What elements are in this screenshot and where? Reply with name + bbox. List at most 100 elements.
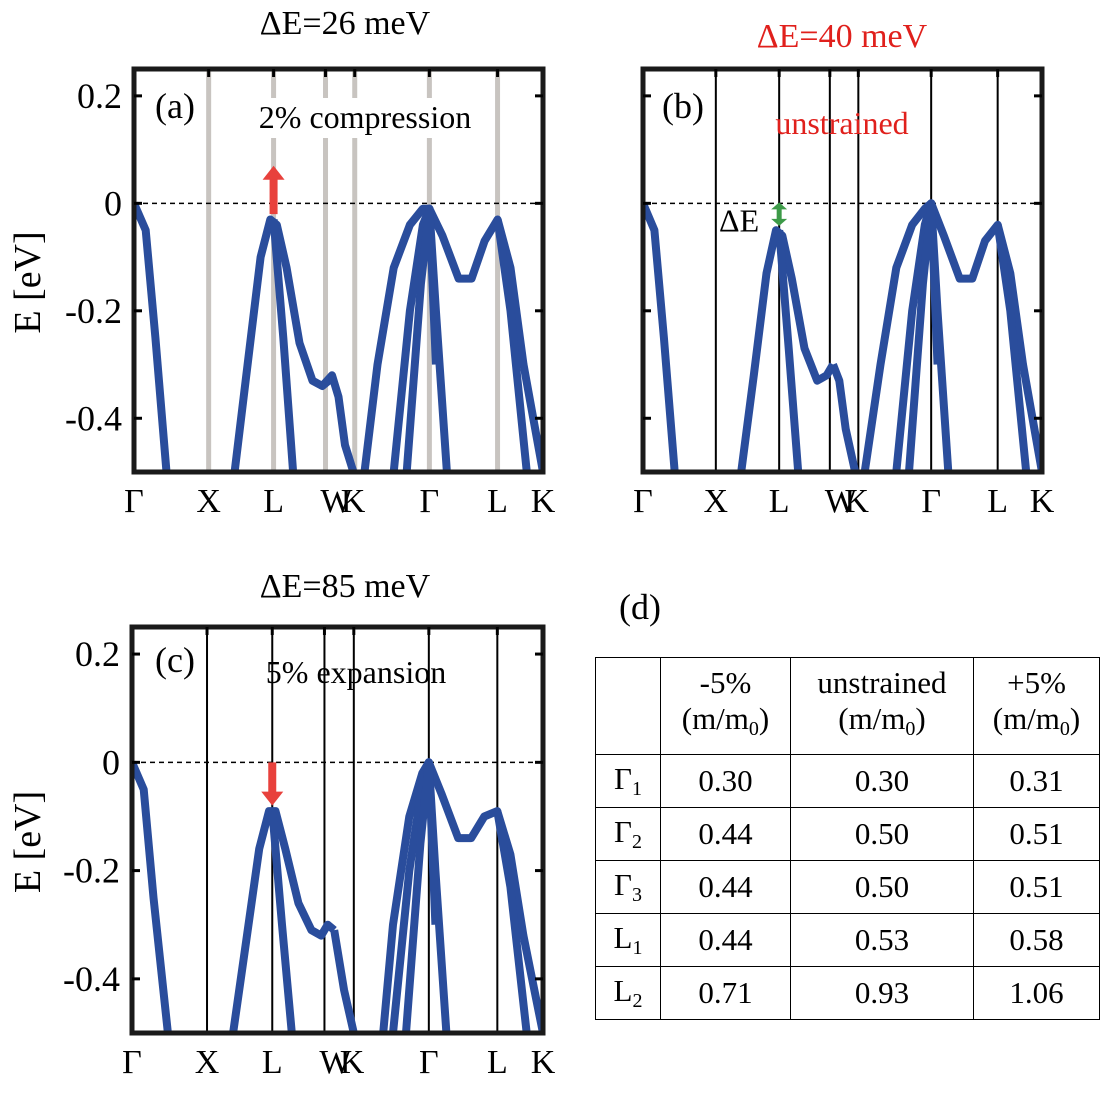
band-line [493, 810, 531, 1033]
table-row: Γ3 0.44 0.50 0.51 [595, 860, 1100, 914]
table-row: L2 0.71 0.93 1.06 [595, 966, 1100, 1020]
x-tick-label: K [531, 1044, 556, 1081]
x-tick-label: Γ [921, 483, 941, 520]
chart-panel-0 [131, 66, 546, 475]
table-cell: 0.93 [790, 966, 974, 1020]
panel-label: (b) [662, 86, 704, 126]
panel-label: (a) [155, 86, 195, 126]
x-tick-label: L [263, 483, 284, 520]
table-row: Γ1 0.30 0.30 0.31 [595, 754, 1100, 808]
band-line [330, 929, 358, 1033]
y-tick-label: -0.4 [63, 959, 120, 999]
gap-arrow-head-up [771, 202, 788, 210]
band-line [993, 224, 1031, 472]
table-cell: 0.44 [660, 913, 791, 967]
y-tick-label: -0.4 [65, 398, 122, 438]
band-line [829, 363, 860, 472]
shift-arrow-head [262, 165, 285, 180]
x-tick-label: L [987, 483, 1008, 520]
x-tick-label: L [769, 483, 790, 520]
band-line [775, 229, 803, 472]
band-line [643, 201, 679, 472]
chart-panel-1 [640, 66, 1045, 475]
band-line [402, 758, 440, 1033]
band-line [737, 226, 837, 472]
x-tick-label: X [196, 483, 221, 520]
x-tick-label: K [340, 1044, 365, 1081]
table-cell: 0.51 [973, 807, 1100, 861]
x-tick-label: Γ [420, 483, 440, 520]
axes-frame [129, 624, 546, 1036]
effective-mass-table: -5% (m/m0) unstrained (m/m0) +5% (m/m0) Γ1 0.30… [595, 657, 1100, 1020]
table-header-cell [595, 657, 661, 755]
y-tick-label: 0.2 [75, 634, 120, 674]
table-cell: 0.30 [790, 754, 974, 808]
x-tick-label: X [195, 1044, 220, 1081]
table-cell: 0.50 [790, 860, 974, 914]
y-axis-label: E [eV] [7, 791, 49, 893]
chart-title: ΔE=85 meV [260, 568, 431, 605]
y-axis-label: E [eV] [7, 231, 49, 333]
panel-annotation: unstrained [775, 105, 908, 141]
axes-frame [131, 66, 546, 475]
table-cell: 0.50 [790, 807, 974, 861]
x-tick-label: Γ [419, 1044, 439, 1081]
band-line [134, 201, 171, 472]
x-tick-label: Γ [122, 1044, 142, 1081]
panel-label: (c) [155, 640, 195, 680]
y-tick-label: 0.2 [77, 76, 122, 116]
table-row: L1 0.44 0.53 0.58 [595, 913, 1100, 967]
table-header-row: -5% (m/m0) unstrained (m/m0) +5% (m/m0) [595, 657, 1100, 755]
band-line [229, 807, 337, 1033]
table-cell: 0.44 [660, 860, 791, 914]
table-row-label: L2 [595, 966, 661, 1020]
x-tick-label: W [319, 1044, 352, 1081]
shift-arrow-head [261, 791, 284, 806]
x-tick-label: X [704, 483, 729, 520]
table-row-label: Γ3 [595, 860, 661, 914]
x-tick-label: W [825, 483, 858, 520]
panel-annotation: 5% expansion [266, 654, 446, 690]
band-line [360, 204, 543, 472]
x-tick-label: K [1030, 483, 1055, 520]
chart-title: ΔE=26 meV [260, 5, 431, 42]
table-cell: 0.31 [973, 754, 1100, 808]
x-tick-label: L [487, 483, 508, 520]
table-header-cell: -5% (m/m0) [660, 657, 791, 755]
x-tick-label: W [320, 483, 353, 520]
bands [643, 199, 1042, 472]
band-line [269, 219, 298, 472]
bands [134, 201, 543, 472]
band-line [379, 758, 543, 1033]
band-line [268, 810, 296, 1033]
x-tick-label: L [262, 1044, 283, 1081]
y-tick-label: 0 [102, 742, 120, 782]
chart-title: ΔE=40 meV [757, 18, 928, 55]
axes-frame [640, 66, 1045, 475]
band-line [493, 218, 531, 472]
x-tick-label: L [487, 1044, 508, 1081]
table-cell: 0.53 [790, 913, 974, 967]
table-header-cell: unstrained (m/m0) [790, 657, 974, 755]
band-line [319, 371, 358, 472]
y-tick-label: -0.2 [63, 851, 120, 891]
panel-annotation: 2% compression [259, 99, 471, 135]
table-cell: 0.30 [660, 754, 791, 808]
x-tick-label: Γ [124, 483, 144, 520]
x-tick-label: Γ [633, 483, 653, 520]
gap-arrow-head-down [771, 218, 788, 226]
table-cell: 1.06 [973, 966, 1100, 1020]
table-panel-label: (d) [619, 587, 661, 627]
x-tick-label: K [341, 483, 366, 520]
annotation-bg [237, 98, 493, 138]
band-line [132, 760, 172, 1033]
table-cell: 0.58 [973, 913, 1100, 967]
y-tick-label: -0.2 [65, 291, 122, 331]
x-tick-label: K [844, 483, 869, 520]
table-row-label: Γ1 [595, 754, 661, 808]
gap-label: ΔE [719, 202, 759, 238]
band-line [905, 199, 942, 472]
table-row: Γ2 0.44 0.50 0.51 [595, 807, 1100, 861]
table-row-label: L1 [595, 913, 661, 967]
bands [132, 758, 543, 1033]
